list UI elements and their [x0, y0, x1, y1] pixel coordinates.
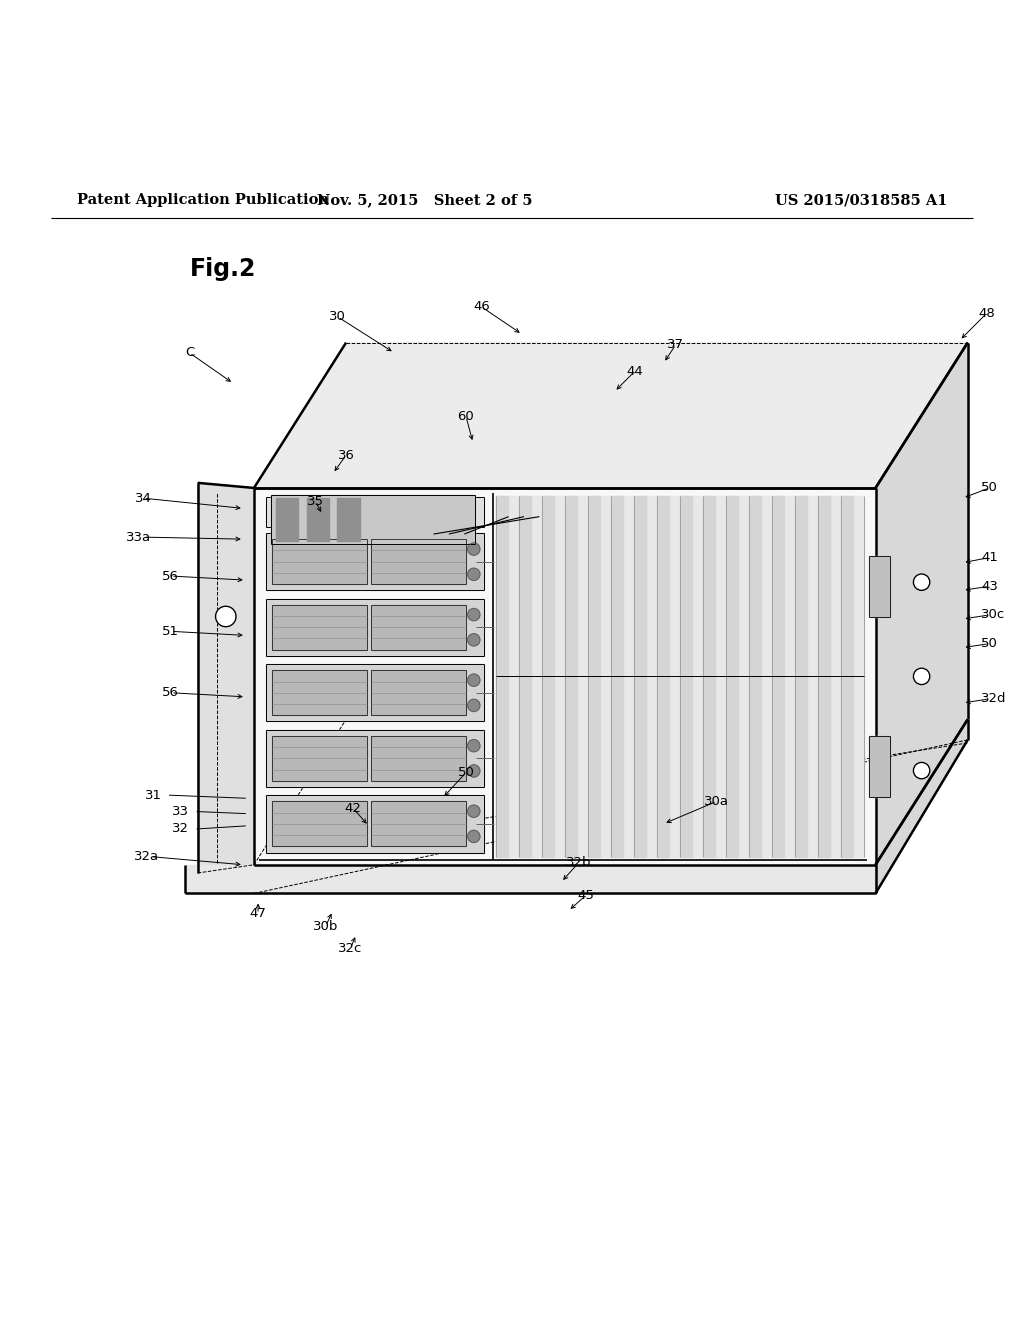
Polygon shape [869, 735, 890, 797]
Circle shape [468, 805, 480, 817]
Text: 36: 36 [338, 449, 354, 462]
Polygon shape [869, 556, 890, 616]
Polygon shape [270, 495, 474, 544]
Text: 30: 30 [330, 310, 346, 323]
Circle shape [913, 763, 930, 779]
Polygon shape [254, 488, 876, 865]
Polygon shape [726, 496, 737, 857]
Circle shape [468, 568, 480, 581]
Polygon shape [198, 483, 254, 873]
Polygon shape [611, 496, 623, 857]
Text: 48: 48 [978, 308, 994, 321]
Polygon shape [266, 730, 484, 787]
Text: C: C [184, 346, 195, 359]
Polygon shape [876, 719, 968, 894]
Text: 45: 45 [578, 890, 594, 902]
Polygon shape [266, 795, 484, 853]
Polygon shape [272, 801, 367, 846]
Text: Patent Application Publication: Patent Application Publication [77, 193, 329, 207]
Text: 30a: 30a [705, 795, 729, 808]
Polygon shape [818, 496, 829, 857]
Circle shape [468, 830, 480, 842]
Polygon shape [254, 343, 968, 488]
Text: Nov. 5, 2015   Sheet 2 of 5: Nov. 5, 2015 Sheet 2 of 5 [317, 193, 532, 207]
Text: 56: 56 [163, 569, 179, 582]
Polygon shape [565, 496, 577, 857]
Circle shape [468, 700, 480, 711]
Polygon shape [497, 496, 864, 857]
Text: Fig.2: Fig.2 [189, 257, 256, 281]
Text: 41: 41 [981, 552, 997, 564]
Circle shape [215, 606, 236, 627]
Polygon shape [337, 498, 359, 541]
Polygon shape [371, 605, 466, 649]
Text: 50: 50 [981, 638, 997, 651]
Text: 33: 33 [172, 805, 189, 818]
Circle shape [468, 675, 480, 686]
Text: 56: 56 [163, 686, 179, 700]
Circle shape [468, 739, 480, 752]
Text: 46: 46 [473, 300, 489, 313]
Circle shape [468, 543, 480, 556]
Polygon shape [657, 496, 669, 857]
Text: 32a: 32a [133, 850, 159, 863]
Text: 44: 44 [627, 364, 643, 378]
Polygon shape [680, 496, 692, 857]
Polygon shape [842, 496, 853, 857]
Text: 43: 43 [981, 579, 997, 593]
Text: 32b: 32b [566, 857, 591, 870]
Polygon shape [275, 498, 298, 541]
Text: 42: 42 [345, 803, 361, 814]
Polygon shape [272, 539, 367, 585]
Polygon shape [272, 735, 367, 781]
Text: 34: 34 [135, 492, 152, 504]
Circle shape [468, 764, 480, 777]
Circle shape [913, 574, 930, 590]
Polygon shape [497, 496, 508, 857]
Polygon shape [266, 664, 484, 722]
Polygon shape [371, 539, 466, 585]
Polygon shape [371, 671, 466, 715]
Text: 33a: 33a [126, 531, 152, 544]
Polygon shape [371, 801, 466, 846]
Polygon shape [272, 605, 367, 649]
Polygon shape [876, 343, 968, 865]
Polygon shape [266, 498, 484, 527]
Polygon shape [703, 496, 715, 857]
Text: 30b: 30b [313, 920, 338, 933]
Text: 32c: 32c [338, 942, 362, 956]
Text: 37: 37 [668, 338, 684, 351]
Text: 31: 31 [144, 788, 162, 801]
Polygon shape [371, 735, 466, 781]
Polygon shape [772, 496, 783, 857]
Circle shape [468, 634, 480, 645]
Text: 30c: 30c [981, 609, 1006, 622]
Polygon shape [306, 498, 329, 541]
Polygon shape [750, 496, 761, 857]
Polygon shape [266, 598, 484, 656]
Text: 32: 32 [172, 822, 189, 836]
Text: 50: 50 [981, 482, 997, 495]
Circle shape [913, 668, 930, 685]
Text: 60: 60 [458, 409, 474, 422]
Polygon shape [589, 496, 600, 857]
Text: 32d: 32d [981, 693, 1007, 705]
Text: 50: 50 [458, 766, 474, 779]
Polygon shape [266, 533, 484, 590]
Polygon shape [519, 496, 530, 857]
Polygon shape [185, 865, 876, 894]
Polygon shape [634, 496, 646, 857]
Polygon shape [543, 496, 554, 857]
Polygon shape [796, 496, 807, 857]
Text: 51: 51 [162, 624, 179, 638]
Polygon shape [272, 671, 367, 715]
Circle shape [468, 609, 480, 620]
Text: 35: 35 [307, 495, 324, 508]
Text: 47: 47 [250, 907, 266, 920]
Text: US 2015/0318585 A1: US 2015/0318585 A1 [775, 193, 947, 207]
